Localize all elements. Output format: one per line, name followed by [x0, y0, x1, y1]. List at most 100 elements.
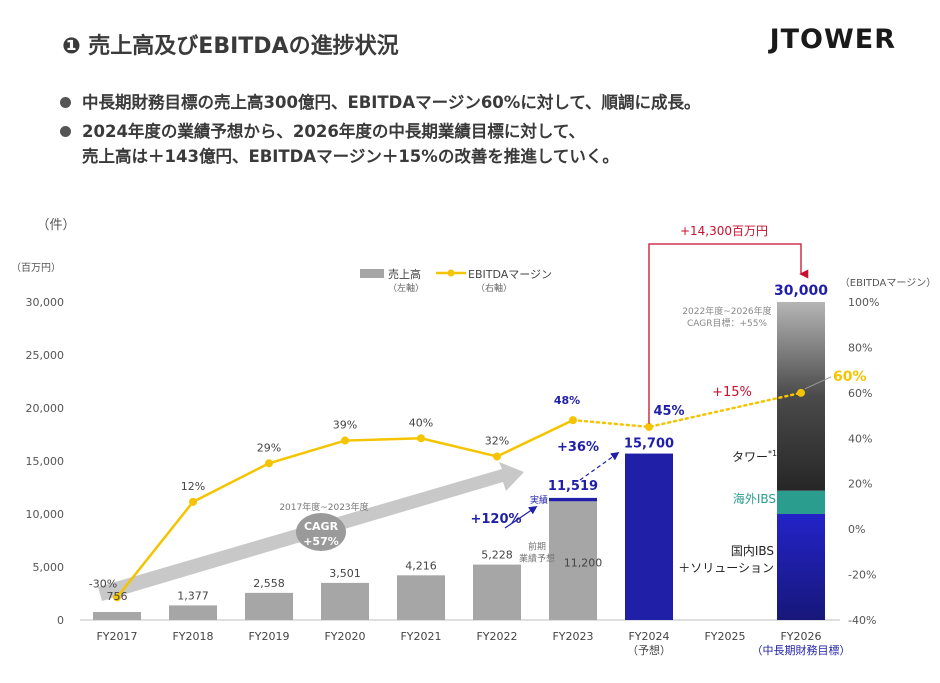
- cagr-title: CAGR: [304, 520, 339, 533]
- ebitda-line-forecast: [571, 391, 803, 429]
- ebitda-60-leader: [804, 376, 832, 390]
- fy2026-segment-overseas: [777, 490, 825, 514]
- revenue-label: 4,216: [405, 559, 437, 572]
- cagr-value: +57%: [303, 535, 339, 548]
- legend-line-marker: [447, 269, 455, 277]
- revenue-label: 756: [107, 590, 128, 603]
- segment-label-domestic: 国内IBS: [731, 544, 774, 558]
- x-tick-sublabel: （中長期財務目標）: [752, 643, 851, 657]
- target-cagr-note: 2022年度~2026年度: [682, 305, 771, 317]
- revenue-bar: [93, 611, 141, 620]
- revenue-label: 5,228: [481, 549, 513, 562]
- revenue-label: 3,501: [329, 567, 361, 580]
- revenue-ebitda-chart: （件） （百万円） （EBITDAマージン） 0 5,000 10,000 15,000 20…: [11, 218, 936, 657]
- revenue-bar: [473, 564, 521, 620]
- x-tick-label: FY2022: [476, 630, 517, 643]
- right-tick-label: 60%: [848, 387, 872, 400]
- x-tick-label: FY2021: [400, 630, 441, 643]
- x-tick-label: FY2020: [324, 630, 365, 643]
- revenue-bar-forecast: [625, 453, 673, 620]
- legend-line-label: EBITDAマージン: [468, 268, 552, 281]
- ebitda-label: 48%: [554, 394, 580, 407]
- bullet-line: 2024年度の業績予想から、2026年度の中長期業績目標に対して、: [82, 122, 586, 141]
- left-tick-label: 10,000: [26, 508, 65, 521]
- revenue-bar: [321, 582, 369, 620]
- x-tick-label: FY2019: [248, 630, 289, 643]
- target-cagr-note: CAGR目標：+55%: [687, 317, 768, 329]
- company-logo: JTOWER: [769, 24, 896, 55]
- ebitda-point: [189, 497, 197, 506]
- forecast-2023-note: 前期: [528, 540, 546, 552]
- legend-bar-axis: （左軸）: [388, 282, 424, 294]
- right-tick-label: -40%: [848, 614, 876, 627]
- forecast-2023-note: 業績予想: [519, 552, 555, 564]
- left-tick-label: 25,000: [26, 349, 65, 362]
- bullet-line: 中長期財務目標の売上高300億円、EBITDAマージン60%に対して、順調に成長…: [82, 93, 701, 112]
- right-tick-label: 100%: [848, 296, 879, 309]
- ebitda-point: [341, 436, 349, 445]
- segment-label-tower-note: *1: [768, 449, 777, 458]
- legend-bar-swatch: [360, 269, 384, 278]
- left-tick-label: 5,000: [33, 561, 65, 574]
- bullet-list: 中長期財務目標の売上高300億円、EBITDAマージン60%に対して、順調に成長…: [58, 90, 898, 173]
- revenue-bar: [397, 575, 445, 620]
- revenue-gap-bracket: [648, 243, 809, 424]
- growth-2023-label: +120%: [470, 512, 521, 527]
- revenue-label: 15,700: [624, 437, 674, 452]
- ebitda-point: [265, 459, 273, 468]
- x-tick-label: FY2024: [628, 630, 669, 643]
- revenue-bar: [245, 592, 293, 620]
- bullet-item: 中長期財務目標の売上高300億円、EBITDAマージン60%に対して、順調に成長…: [58, 90, 898, 115]
- segment-label-solution: ＋ソリューション: [678, 561, 774, 575]
- legend-line-axis: （右軸）: [476, 282, 512, 294]
- ebitda-label: 45%: [653, 404, 684, 419]
- ebitda-point: [113, 593, 121, 602]
- ebitda-label: 12%: [181, 480, 205, 493]
- left-tick-label: 0: [57, 614, 64, 627]
- count-unit-label: （件）: [36, 218, 75, 233]
- x-tick-label: FY2025: [704, 630, 745, 643]
- right-tick-label: -20%: [848, 569, 876, 582]
- actual-2023-note: 実績: [530, 494, 548, 506]
- ebitda-label: 60%: [833, 369, 867, 385]
- fy2026-segment-domestic: [777, 514, 825, 620]
- revenue-bar-actual-increment: [549, 497, 597, 502]
- left-tick-label: 30,000: [26, 296, 65, 309]
- revenue-label: 30,000: [774, 283, 828, 299]
- page-title: ❶ 売上高及びEBITDAの進捗状況: [62, 34, 399, 59]
- revenue-bar: [549, 501, 597, 620]
- x-tick-label: FY2017: [96, 630, 137, 643]
- right-tick-label: 40%: [848, 432, 872, 445]
- ebitda-label: 39%: [333, 419, 357, 432]
- left-tick-label: 15,000: [26, 455, 65, 468]
- bullet-item: 2024年度の業績予想から、2026年度の中長期業績目標に対して、 売上高は＋1…: [58, 119, 898, 169]
- segment-label-tower: タワー*1: [732, 449, 777, 464]
- revenue-label: 2,558: [253, 577, 285, 590]
- left-tick-label: 20,000: [26, 402, 65, 415]
- ebitda-label: 29%: [257, 441, 281, 454]
- ebitda-point: [645, 422, 653, 431]
- cagr-badge: [296, 513, 346, 551]
- ebitda-point: [797, 388, 805, 397]
- revenue-label: 1,377: [177, 589, 209, 602]
- right-axis-unit: （EBITDAマージン）: [840, 277, 936, 289]
- x-tick-label: FY2023: [552, 630, 593, 643]
- growth-2024-label: +36%: [557, 440, 599, 455]
- growth-2024-arrow: [579, 452, 620, 481]
- revenue-gap-label: +14,300百万円: [680, 224, 768, 238]
- revenue-label: 11,519: [548, 479, 598, 494]
- ebitda-point: [417, 434, 425, 443]
- ebitda-point: [493, 452, 501, 461]
- ebitda-point: [569, 416, 577, 425]
- ebitda-label: -30%: [89, 577, 117, 590]
- x-tick-label: FY2026: [780, 630, 821, 643]
- x-tick-sublabel: （予想）: [627, 643, 671, 657]
- forecast-2023-label: 11,200: [564, 556, 603, 569]
- x-tick-label: FY2018: [172, 630, 213, 643]
- right-tick-label: 20%: [848, 478, 872, 491]
- margin-gain-label: +15%: [712, 385, 752, 400]
- left-axis-unit: （百万円）: [11, 262, 61, 274]
- legend-bar-label: 売上高: [388, 267, 421, 281]
- cagr-note: 2017年度~2023年度: [279, 501, 368, 513]
- segment-label-overseas: 海外IBS: [733, 491, 776, 506]
